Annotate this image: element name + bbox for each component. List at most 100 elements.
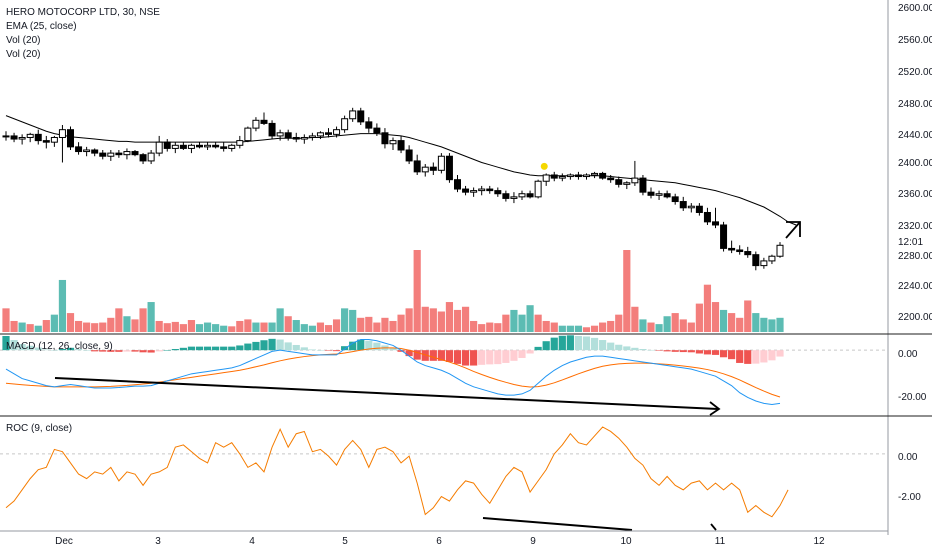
volume-bar (768, 319, 776, 332)
macd-histogram-bar (728, 350, 736, 360)
volume-bar (744, 300, 752, 332)
macd-histogram-bar (719, 350, 728, 358)
volume-bar (719, 309, 728, 332)
volume-bar (203, 322, 212, 332)
macd-trendline (54, 377, 719, 410)
candle-body (300, 136, 308, 140)
time-label: 5 (342, 536, 348, 547)
candle-body (34, 133, 42, 142)
macd-histogram-bar (74, 349, 83, 351)
candle-body (187, 144, 195, 149)
macd-histogram-bar (405, 350, 413, 357)
macd-histogram-bar (34, 347, 42, 351)
macd-histogram-bar (502, 350, 510, 363)
candle-body (67, 129, 74, 148)
candle-body (308, 135, 316, 138)
candle-body (349, 110, 357, 120)
roc-trendline-tick (710, 523, 717, 531)
volume-bar (292, 320, 300, 332)
volume-bar (83, 322, 91, 332)
macd-histogram-bar (615, 344, 623, 351)
volume-bar (155, 320, 163, 332)
volume-bar (316, 322, 325, 332)
candle-body (333, 129, 341, 135)
volume-bar (308, 325, 316, 332)
volume-bar (212, 324, 220, 332)
legend-volume[interactable]: Vol (20) (6, 35, 41, 46)
candle-body (647, 191, 655, 196)
macd-histogram-bar (478, 350, 486, 365)
roc-legend[interactable]: ROC (9, close) (6, 423, 73, 434)
volume-bar (163, 323, 171, 332)
volume-bar (711, 302, 720, 332)
roc-trendline (482, 517, 633, 531)
macd-histogram-bar (607, 342, 615, 351)
candle-body (42, 140, 50, 143)
candle-body (236, 140, 244, 146)
volume-bar (526, 305, 534, 332)
volume-bar (139, 308, 147, 332)
macd-histogram-bar (83, 350, 91, 351)
volume-bar (99, 322, 107, 332)
macd-histogram-bar (316, 350, 325, 351)
volume-bar (66, 313, 75, 332)
price-tick: 2560.00 (898, 35, 932, 46)
macd-legend[interactable]: MACD (12, 26, close, 9) (6, 341, 113, 352)
candle-body (244, 127, 252, 142)
volume-bar (147, 302, 155, 332)
volume-bar (42, 320, 50, 332)
candle-body (413, 160, 421, 173)
legend-volume-2[interactable]: Vol (20) (6, 49, 41, 60)
legend-ema[interactable]: EMA (25, close) (6, 21, 77, 32)
macd-histogram-bar (300, 347, 308, 351)
macd-histogram-bar (494, 350, 502, 365)
candle-body (196, 144, 203, 148)
macd-histogram-bar (760, 350, 768, 363)
macd-histogram-bar (91, 350, 99, 352)
candle-body (115, 152, 123, 156)
macd-histogram-bar (107, 350, 115, 352)
volume-bar (461, 306, 470, 332)
candle-body (381, 132, 389, 145)
candle-body (204, 144, 212, 148)
time-label: 6 (436, 536, 442, 547)
candle-body (445, 155, 453, 181)
volume-bar (550, 322, 558, 332)
volume-bar (91, 323, 99, 332)
macd-histogram-bar (623, 346, 631, 351)
macd-histogram-bar (268, 338, 276, 351)
macd-histogram-bar (115, 350, 123, 352)
time-axis-labels: Dec 3 4 5 6 9 10 11 12 (55, 536, 825, 547)
macd-histogram-bar (18, 344, 26, 351)
candle-body (454, 179, 461, 190)
volume-bar (703, 284, 712, 332)
price-arrow-shaft (785, 221, 801, 239)
macd-histogram-bar (131, 350, 139, 352)
volume-bar (50, 314, 58, 332)
macd-histogram-bar (534, 346, 542, 351)
candle-body (83, 149, 91, 153)
volume-bar (397, 314, 405, 332)
volume-bar (268, 322, 276, 332)
symbol-title[interactable]: HERO MOTOCORP LTD, 30, NSE (6, 7, 160, 18)
macd-histogram-bar (663, 350, 671, 352)
macd-histogram-bar (470, 350, 478, 366)
macd-histogram-bar (332, 350, 341, 352)
candle-body (550, 174, 558, 179)
volume-bar (357, 317, 365, 332)
candle-body (526, 193, 534, 198)
volume-bar (107, 317, 115, 332)
candle-body (462, 188, 470, 193)
candle-body (58, 129, 66, 138)
volume-bar (655, 324, 663, 332)
candle-body (574, 174, 582, 178)
macd-histogram-bar (461, 350, 470, 366)
macd-histogram-bar (550, 337, 558, 351)
axis-layer (0, 0, 932, 535)
macd-histogram-bar (445, 350, 454, 362)
candle-body (10, 135, 18, 140)
volume-bar (421, 306, 429, 332)
volume-bar (18, 322, 26, 332)
